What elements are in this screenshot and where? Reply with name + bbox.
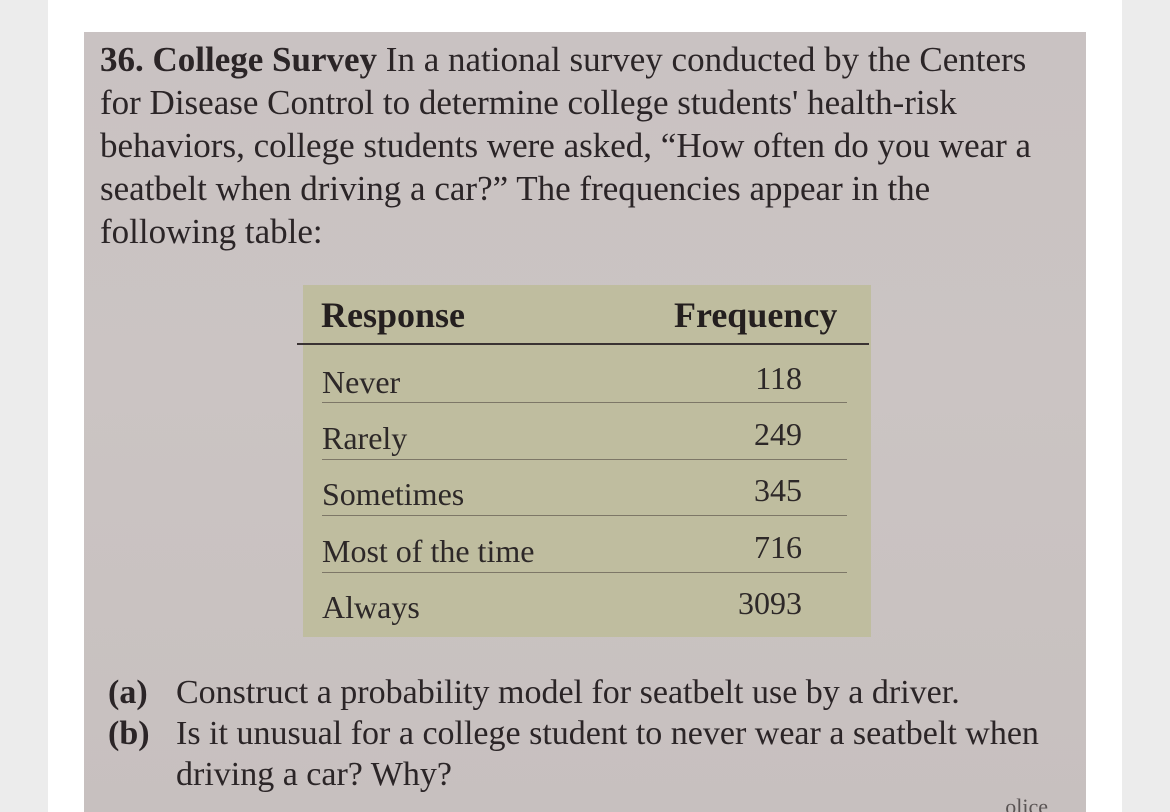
row-divider	[322, 572, 847, 573]
table-row: Never 118	[322, 360, 852, 420]
frequency-cell: 3093	[738, 585, 802, 621]
frequency-cell: 716	[754, 529, 802, 565]
problem-heading: College Survey	[152, 40, 378, 79]
table-row: Always 3093	[322, 585, 852, 645]
question-part-b: (b) Is it unusual for a college student …	[108, 713, 1048, 795]
part-label: (b)	[108, 715, 150, 752]
response-cell: Rarely	[322, 420, 408, 456]
row-divider	[322, 402, 847, 403]
response-cell: Never	[322, 364, 401, 400]
header-rule	[297, 343, 869, 345]
response-cell: Most of the time	[322, 533, 535, 569]
column-header-frequency: Frequency	[674, 295, 838, 335]
response-cell: Always	[322, 589, 420, 625]
table-row: Rarely 249	[322, 416, 852, 476]
textbook-photo: 36. College Survey In a national survey …	[84, 32, 1086, 812]
part-text: Construct a probability model for seatbe…	[176, 674, 960, 711]
part-text: Is it unusual for a college student to n…	[176, 715, 1039, 793]
response-cell: Sometimes	[322, 476, 465, 512]
row-divider	[322, 515, 847, 516]
table-row: Most of the time 716	[322, 529, 852, 589]
cut-off-text: olice	[1005, 794, 1048, 812]
frequency-cell: 249	[754, 416, 802, 452]
question-part-a: (a) Construct a probability model for se…	[108, 672, 1048, 713]
problem-number: 36.	[100, 40, 144, 79]
table-row: Sometimes 345	[322, 472, 852, 532]
row-divider	[322, 459, 847, 460]
column-header-response: Response	[321, 295, 466, 335]
part-label: (a)	[108, 674, 148, 711]
problem-statement: 36. College Survey In a national survey …	[100, 38, 1040, 253]
frequency-cell: 345	[754, 472, 802, 508]
frequency-cell: 118	[755, 360, 802, 396]
problem-body: In a national survey conducted by the Ce…	[100, 40, 1032, 251]
question-parts: (a) Construct a probability model for se…	[108, 672, 1048, 795]
